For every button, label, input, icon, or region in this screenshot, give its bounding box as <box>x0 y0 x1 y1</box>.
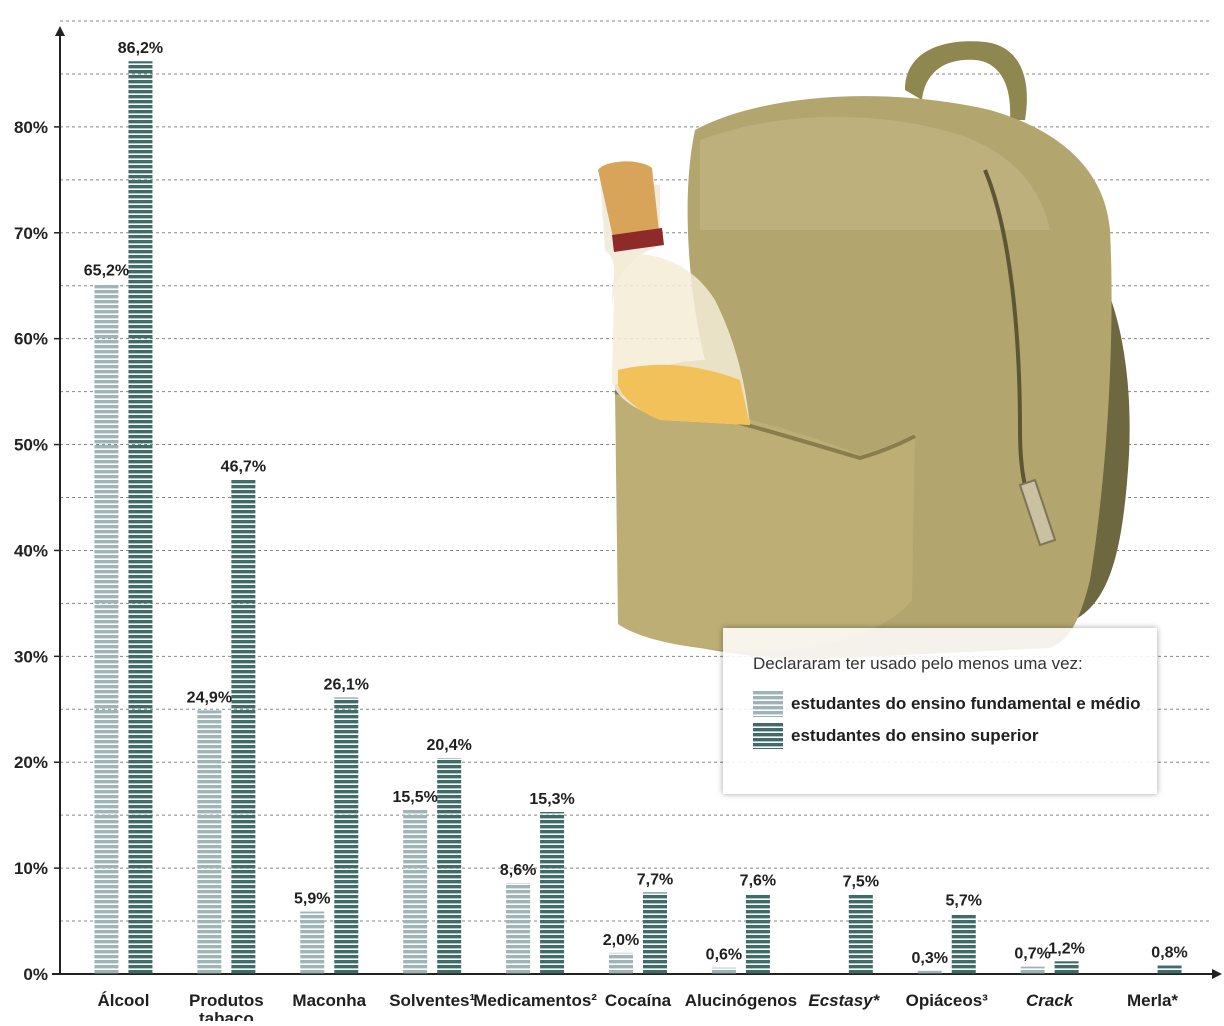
bar <box>711 967 736 974</box>
bar <box>94 283 119 974</box>
bar <box>609 952 633 974</box>
legend-swatch-light <box>753 691 783 717</box>
y-tick-label: 10% <box>14 859 48 878</box>
y-axis-arrow <box>55 26 65 36</box>
category-label: Álcool <box>97 991 149 1010</box>
data-label: 5,9% <box>294 891 330 908</box>
data-labels: 65,2% 86,2% 24,9% 46,7% 5,9% 26,1% 15,5% 20,4% 8… <box>84 40 1188 967</box>
bar <box>540 811 565 974</box>
y-tick-label: 0% <box>23 965 48 984</box>
bar <box>1157 965 1182 974</box>
bar <box>506 882 531 974</box>
category-label: Medicamentos² <box>473 991 597 1010</box>
bar <box>300 911 325 974</box>
y-tick-label: 50% <box>14 436 48 455</box>
legend-label-fundamental-medio: estudantes do ensino fundamental e médio <box>791 694 1141 713</box>
y-tick-labels: 0% 10% 20% 30% 40% 50% 60% 70% 80% <box>14 118 60 984</box>
legend-item-fundamental-medio: estudantes do ensino fundamental e médio <box>753 688 1157 720</box>
data-label: 24,9% <box>187 689 232 706</box>
data-label: 0,7% <box>1014 946 1050 963</box>
y-tick-label: 70% <box>14 224 48 243</box>
data-label: 8,6% <box>500 862 536 879</box>
bar <box>951 913 976 974</box>
category-label: tabaco <box>199 1009 254 1021</box>
bar <box>403 809 428 974</box>
data-label: 86,2% <box>118 40 163 57</box>
data-label: 0,3% <box>911 950 947 967</box>
bar <box>231 479 256 974</box>
bar <box>437 757 462 974</box>
data-label: 26,1% <box>324 677 369 694</box>
bar <box>848 894 873 974</box>
bar <box>643 892 667 974</box>
data-label: 0,8% <box>1151 945 1187 962</box>
bar <box>745 893 770 974</box>
bars <box>94 61 1182 974</box>
data-label: 15,3% <box>529 791 574 808</box>
legend-title: Declararam ter usado pelo menos uma vez: <box>753 654 1083 673</box>
bar <box>1020 966 1045 974</box>
legend-swatch-dark <box>753 723 783 749</box>
bar <box>1054 961 1079 974</box>
bar <box>334 697 359 974</box>
category-label: Crack <box>1026 991 1075 1010</box>
category-label: Maconha <box>292 991 366 1010</box>
category-label: Ecstasy* <box>808 991 880 1010</box>
data-label: 7,5% <box>843 874 879 891</box>
bar <box>917 970 942 974</box>
y-tick-label: 40% <box>14 541 48 560</box>
category-label: Alucinógenos <box>685 991 797 1010</box>
y-tick-label: 30% <box>14 647 48 666</box>
y-tick-label: 80% <box>14 118 48 137</box>
x-axis-arrow <box>1212 969 1222 979</box>
y-tick-label: 20% <box>14 753 48 772</box>
data-label: 46,7% <box>221 458 266 475</box>
legend-item-superior: estudantes do ensino superior <box>753 720 1157 752</box>
category-label: Cocaína <box>605 991 672 1010</box>
data-label: 2,0% <box>603 932 639 949</box>
legend-label-superior: estudantes do ensino superior <box>791 726 1039 745</box>
data-label: 15,5% <box>392 789 437 806</box>
category-label: Merla* <box>1127 991 1178 1010</box>
legend: Declararam ter usado pelo menos uma vez:… <box>723 628 1157 794</box>
category-label: Produtos <box>189 991 264 1010</box>
data-label: 65,2% <box>84 263 129 280</box>
category-label: Opiáceos³ <box>906 991 989 1010</box>
bar <box>128 61 153 974</box>
backpack-illustration <box>598 41 1130 661</box>
bar <box>197 710 222 974</box>
data-label: 7,7% <box>637 871 673 888</box>
data-label: 7,6% <box>740 873 776 890</box>
data-label: 20,4% <box>426 737 471 754</box>
y-tick-label: 60% <box>14 330 48 349</box>
data-label: 0,6% <box>706 947 742 964</box>
data-label: 5,7% <box>945 893 981 910</box>
category-label: Solventes¹ <box>389 991 475 1010</box>
data-label: 1,2% <box>1048 940 1084 957</box>
